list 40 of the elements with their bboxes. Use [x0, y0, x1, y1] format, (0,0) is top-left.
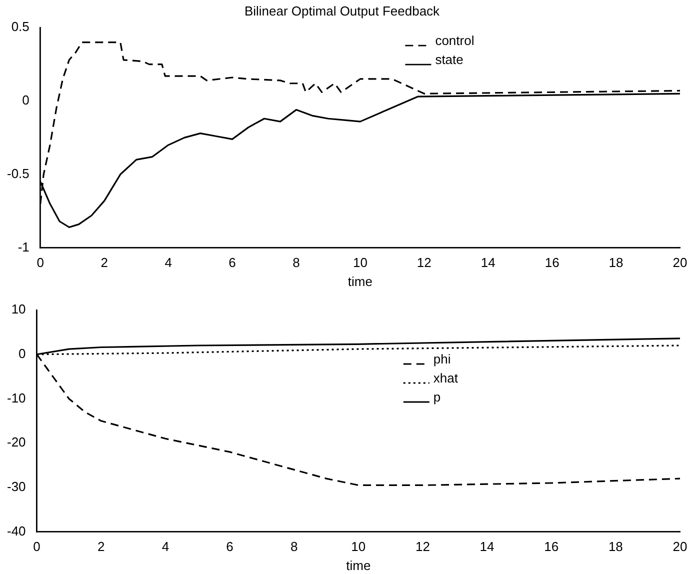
- x-tick-label: 12: [415, 539, 430, 554]
- x-tick-label: 18: [608, 539, 623, 554]
- x-tick-label: 16: [544, 539, 559, 554]
- y-tick-label: 10: [11, 302, 26, 317]
- y-tick-label: 0.5: [11, 19, 30, 34]
- x-axis-title: time: [346, 558, 371, 573]
- legend-label: phi: [433, 352, 451, 367]
- x-tick-label: 16: [544, 255, 560, 270]
- x-tick-label: 20: [672, 255, 688, 270]
- x-tick-label: 4: [162, 539, 170, 554]
- x-tick-label: 0: [36, 255, 44, 270]
- x-tick-label: 18: [608, 255, 624, 270]
- y-tick-label: 0: [18, 346, 26, 361]
- x-tick-label: 14: [480, 255, 496, 270]
- x-tick-label: 4: [164, 255, 172, 270]
- y-tick-label: -20: [6, 434, 26, 450]
- x-tick-label: 12: [416, 255, 432, 270]
- x-tick-label: 6: [226, 539, 234, 554]
- y-tick-label: -1: [18, 239, 30, 254]
- y-tick-label: -40: [6, 523, 26, 538]
- chart-title: Bilinear Optimal Output Feedback: [244, 3, 440, 18]
- legend-label: xhat: [433, 370, 458, 386]
- x-tick-label: 8: [290, 539, 298, 554]
- x-axis-title: time: [348, 274, 372, 289]
- x-tick-label: 0: [33, 539, 40, 554]
- y-tick-label: 0: [22, 92, 30, 108]
- x-tick-label: 14: [480, 539, 494, 554]
- x-tick-label: 2: [100, 255, 108, 270]
- y-tick-label: -30: [6, 479, 26, 494]
- x-tick-label: 20: [672, 539, 688, 554]
- y-tick-label: -0.5: [6, 166, 30, 181]
- legend-label: p: [433, 390, 441, 405]
- legend-label: control: [435, 33, 474, 48]
- y-tick-label: -10: [6, 390, 26, 406]
- x-tick-label: 2: [97, 539, 105, 554]
- legend-label: state: [435, 52, 464, 68]
- x-tick-label: 8: [292, 255, 300, 270]
- x-tick-label: 6: [228, 255, 236, 270]
- x-tick-label: 10: [352, 255, 368, 270]
- x-tick-label: 10: [351, 539, 366, 554]
